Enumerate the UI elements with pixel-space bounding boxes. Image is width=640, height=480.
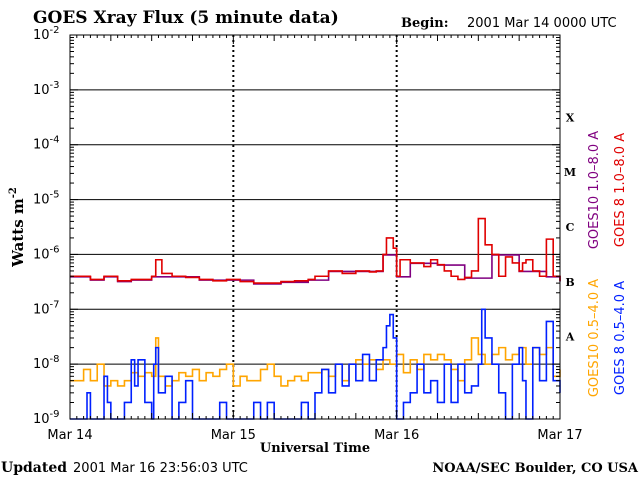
y-tick-label-base: 10 bbox=[33, 412, 50, 427]
y-axis-title-sup: -2 bbox=[8, 187, 19, 198]
x-axis-title: Universal Time bbox=[260, 441, 370, 456]
x-tick-label: Mar 16 bbox=[374, 428, 419, 443]
y-tick-label: 10-2 bbox=[33, 25, 60, 43]
y-tick-label-exp: -8 bbox=[50, 354, 60, 365]
flare-class-label: A bbox=[565, 331, 575, 344]
updated-label: Updated bbox=[1, 460, 67, 476]
x-tick-label: Mar 17 bbox=[537, 428, 582, 443]
y-tick-label: 10-6 bbox=[33, 244, 60, 262]
x-tick-label: Mar 15 bbox=[211, 428, 256, 443]
y-tick-label-exp: -3 bbox=[50, 80, 60, 91]
legend-label: GOES10 0.5–4.0 A bbox=[587, 279, 602, 397]
begin-value: 2001 Mar 14 0000 UTC bbox=[467, 16, 617, 31]
y-tick-label-exp: -7 bbox=[50, 299, 60, 310]
flare-class-label: X bbox=[566, 111, 575, 124]
y-tick-label-base: 10 bbox=[33, 302, 50, 317]
series-group bbox=[70, 217, 561, 420]
y-tick-label-base: 10 bbox=[33, 247, 50, 262]
y-tick-label: 10-5 bbox=[33, 190, 60, 208]
y-tick-label-exp: -4 bbox=[50, 135, 60, 146]
chart-title: GOES Xray Flux (5 minute data) bbox=[33, 8, 339, 28]
credit-text: NOAA/SEC Boulder, CO USA bbox=[432, 461, 639, 476]
y-tick-label: 10-3 bbox=[33, 80, 60, 98]
series-line-goes-8-1-0-8-0-a bbox=[70, 217, 561, 284]
begin-label: Begin: bbox=[401, 16, 449, 31]
y-axis-title: Watts m-2 bbox=[8, 187, 27, 268]
legend-label: GOES10 1.0–8.0 A bbox=[587, 131, 602, 249]
legend-label: GOES 8 1.0–8.0 A bbox=[613, 133, 628, 247]
y-tick-label: 10-4 bbox=[33, 135, 60, 153]
y-tick-label-base: 10 bbox=[33, 193, 50, 208]
y-tick-label-exp: -5 bbox=[50, 190, 60, 201]
y-tick-label: 10-9 bbox=[33, 409, 60, 427]
x-tick-label: Mar 14 bbox=[47, 428, 92, 443]
y-tick-label-base: 10 bbox=[33, 83, 50, 98]
flare-class-label: M bbox=[564, 166, 576, 179]
y-tick-label: 10-8 bbox=[33, 354, 60, 372]
flare-class-label: B bbox=[565, 276, 574, 289]
legend: GOES10 1.0–8.0 A GOES 8 1.0–8.0 A GOES10 0… bbox=[587, 131, 628, 397]
updated-stamp: Updated 2001 Mar 16 23:56:03 UTC bbox=[1, 460, 248, 476]
legend-label: GOES 8 0.5–4.0 A bbox=[613, 281, 628, 395]
axis-ticks bbox=[69, 35, 561, 420]
y-tick-label-exp: -9 bbox=[50, 409, 60, 420]
svg-text:Watts m-2: Watts m-2 bbox=[8, 187, 27, 268]
y-tick-label-exp: -6 bbox=[50, 244, 60, 255]
y-tick-label-base: 10 bbox=[33, 138, 50, 153]
y-axis-title-text: Watts m bbox=[9, 198, 27, 268]
y-tick-label-base: 10 bbox=[33, 28, 50, 43]
updated-value: 2001 Mar 16 23:56:03 UTC bbox=[73, 461, 248, 476]
gridlines bbox=[70, 35, 560, 419]
flare-class-label: C bbox=[566, 221, 575, 234]
y-tick-label: 10-7 bbox=[33, 299, 60, 317]
series-line-goes-8-0-5-4-0-a bbox=[70, 308, 561, 420]
y-tick-label-base: 10 bbox=[33, 357, 50, 372]
series-line-goes10-0-5-4-0-a bbox=[70, 337, 561, 387]
y-tick-label-exp: -2 bbox=[50, 25, 60, 36]
